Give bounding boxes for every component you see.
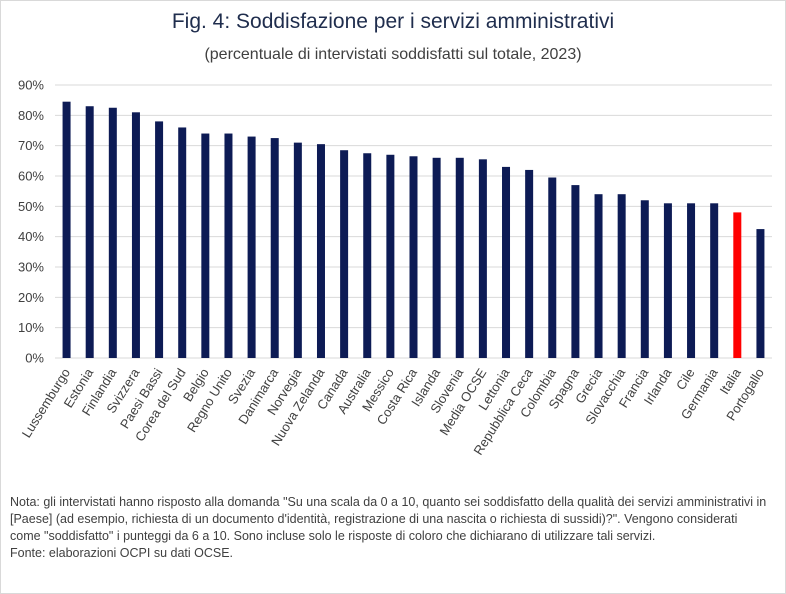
bar-messico <box>386 154 395 358</box>
bar-finlandia <box>108 107 117 358</box>
bar-francia <box>640 200 649 358</box>
bar-lussemburgo <box>62 101 71 358</box>
bar-estonia <box>85 106 94 358</box>
bar-irlanda <box>663 203 672 358</box>
note-text: Nota: gli intervistati hanno risposto al… <box>10 495 767 543</box>
bar-corea-del-sud <box>178 127 187 358</box>
y-tick-label: 50% <box>18 199 44 214</box>
bar-lettonia <box>502 166 511 358</box>
bar-slovenia <box>455 157 464 358</box>
bar-danimarca <box>270 138 279 358</box>
bar-repubblica-ceca <box>525 169 534 358</box>
bar-norvegia <box>293 142 302 358</box>
y-tick-label: 20% <box>18 290 44 305</box>
y-tick-label: 90% <box>18 78 44 93</box>
x-axis-labels: LussemburgoEstoniaFinlandiaSvizzeraPaesi… <box>19 365 767 458</box>
chart-notes: Nota: gli intervistati hanno risposto al… <box>10 494 770 562</box>
bar-grecia <box>594 194 603 358</box>
bar-italia <box>733 212 742 358</box>
y-tick-label: 60% <box>18 169 44 184</box>
y-tick-label: 70% <box>18 138 44 153</box>
bar-nuova-zelanda <box>316 144 325 358</box>
bar-media-ocse <box>478 159 487 358</box>
y-tick-label: 10% <box>18 320 44 335</box>
source-text: Fonte: elaborazioni OCPI su dati OCSE. <box>10 546 234 560</box>
bar-svezia <box>247 136 256 358</box>
chart-title: Fig. 4: Soddisfazione per i servizi ammi… <box>171 10 615 33</box>
bar-cile <box>687 203 696 358</box>
bar-costa-rica <box>409 156 418 358</box>
bar-colombia <box>548 177 557 358</box>
bar-belgio <box>201 133 210 358</box>
bar-chart: 0% 10% 20% 30% 40% 50% 60% 70% 80% 90% Lussemburg… <box>18 78 772 458</box>
bar-islanda <box>432 157 441 358</box>
bar-paesi-bassi <box>155 121 164 359</box>
bar-svizzera <box>131 112 140 358</box>
bar-slovacchia <box>617 194 626 358</box>
bars <box>62 101 765 359</box>
y-tick-label: 30% <box>18 260 44 275</box>
bar-regno-unito <box>224 133 233 358</box>
chart-subtitle: (percentuale di intervistati soddisfatti… <box>204 46 582 63</box>
bar-portogallo <box>756 229 765 358</box>
y-axis-ticks: 0% 10% 20% 30% 40% 50% 60% 70% 80% 90% <box>18 78 44 366</box>
y-tick-label: 40% <box>18 229 44 244</box>
bar-canada <box>340 150 349 358</box>
bar-australia <box>363 153 372 358</box>
y-tick-label: 80% <box>18 108 44 123</box>
bar-germania <box>710 203 719 358</box>
bar-spagna <box>571 185 580 358</box>
y-tick-label: 0% <box>25 351 44 366</box>
